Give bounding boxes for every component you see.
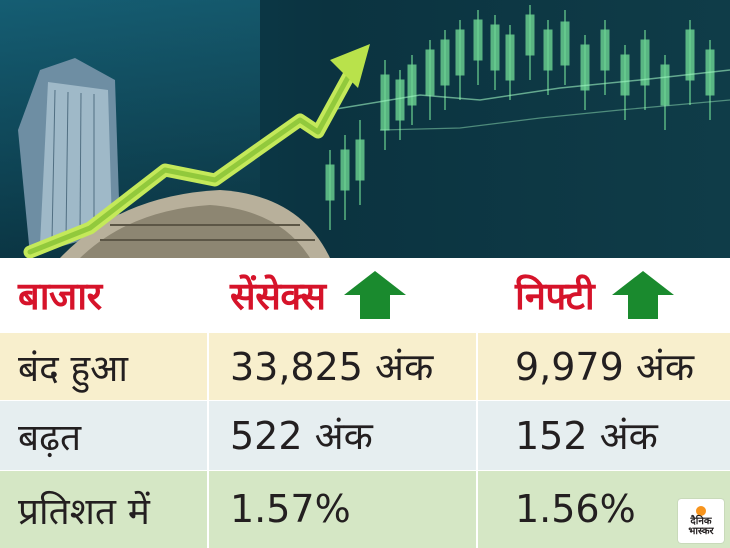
candle-body: [640, 39, 650, 86]
table-row: प्रतिशत में 1.57% 1.56%: [0, 470, 730, 548]
candle-body: [620, 54, 630, 96]
up-arrow-icon: [612, 271, 675, 319]
row-label-rise: बढ़त: [18, 415, 82, 459]
stock-exchange-building-icon: [18, 58, 330, 258]
candle-body: [490, 24, 500, 71]
table-header-row: बाजार सेंसेक्स निफ्टी: [0, 258, 730, 332]
candle-body: [543, 29, 553, 71]
table-row: बढ़त 522 अंक 152 अंक: [0, 400, 730, 470]
sensex-percent-value: 1.57%: [230, 487, 351, 531]
candle-body: [425, 49, 435, 96]
candle-body: [600, 29, 610, 71]
candle-body: [580, 44, 590, 91]
sensex-close-value: 33,825 अंक: [230, 345, 434, 389]
candle-body: [325, 164, 335, 201]
nifty-rise-value: 152 अंक: [515, 414, 658, 458]
dainik-bhaskar-logo-icon: दैनिक भास्कर: [678, 499, 724, 543]
row-divider: [0, 470, 730, 471]
candle-body: [685, 29, 695, 81]
row-label-closed: बंद हुआ: [18, 346, 128, 390]
column-header-market: बाजार: [18, 274, 102, 318]
candle-body: [560, 21, 570, 66]
nifty-close-value: 9,979 अंक: [515, 345, 695, 389]
candle-body: [355, 139, 365, 181]
candle-body: [660, 64, 670, 106]
market-summary-table: बाजार सेंसेक्स निफ्टी बंद हुआ 33,825 अंक…: [0, 258, 730, 548]
candle-body: [505, 34, 515, 81]
row-divider: [0, 332, 730, 333]
market-hero-image: [0, 0, 730, 258]
candle-body: [455, 29, 465, 76]
logo-line-2: भास्कर: [688, 525, 714, 537]
nifty-percent-value: 1.56%: [515, 487, 636, 531]
row-label-percent: प्रतिशत में: [18, 489, 150, 533]
row-divider: [0, 400, 730, 401]
logo-sun-icon: [696, 505, 706, 516]
candle-body: [525, 14, 535, 56]
candle-body: [407, 64, 417, 106]
sensex-rise-value: 522 अंक: [230, 414, 373, 458]
candle-body: [380, 74, 390, 131]
up-arrow-icon: [343, 271, 406, 319]
candle-body: [340, 149, 350, 191]
column-header-sensex: सेंसेक्स: [230, 274, 326, 318]
column-divider: [476, 258, 478, 548]
up-trend-arrow-icon: [23, 44, 370, 258]
candle-body: [440, 39, 450, 86]
stock-chart-illustration: [0, 0, 730, 258]
candle-body: [395, 79, 405, 121]
column-divider: [207, 258, 209, 548]
column-header-nifty: निफ्टी: [515, 274, 595, 318]
candle-body: [473, 19, 483, 61]
table-row: बंद हुआ 33,825 अंक 9,979 अंक: [0, 332, 730, 400]
logo-line-1: दैनिक: [690, 515, 712, 527]
